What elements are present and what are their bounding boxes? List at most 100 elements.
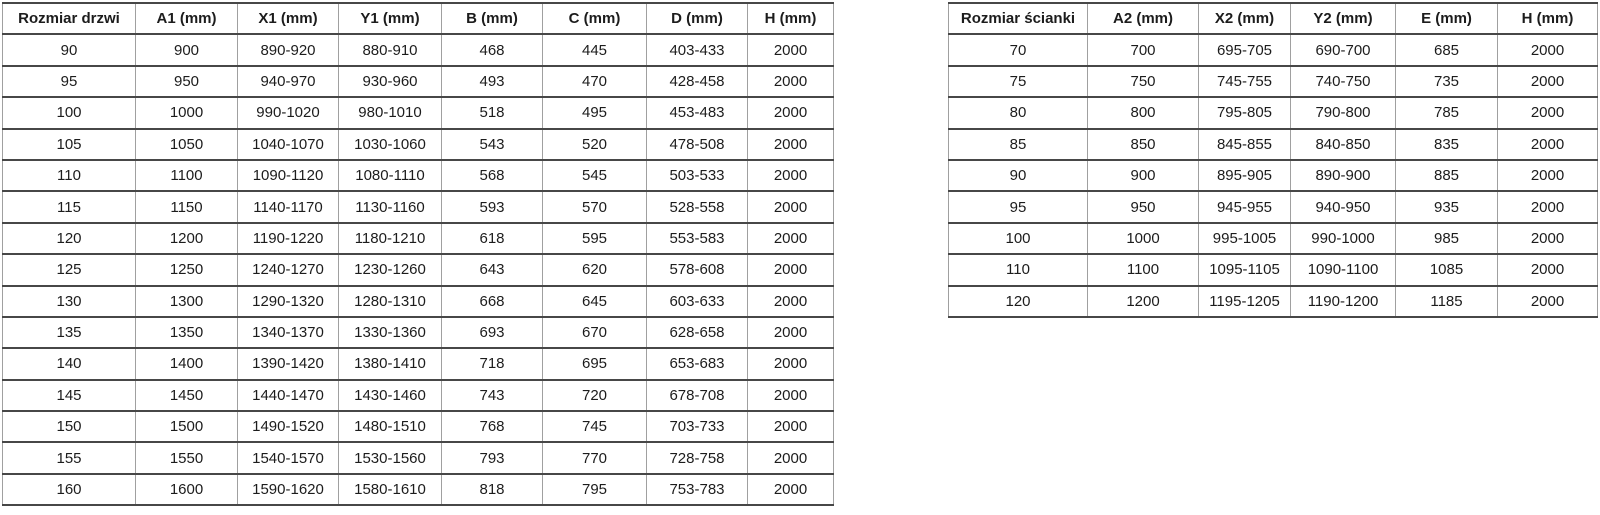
table-cell: 1390-1420 bbox=[237, 347, 339, 381]
table-cell: 2000 bbox=[747, 378, 834, 413]
column-header: C (mm) bbox=[542, 1, 647, 36]
table-cell: 768 bbox=[441, 410, 543, 444]
table-cell: 603-633 bbox=[646, 284, 748, 318]
table-cell: 1330-1360 bbox=[338, 315, 442, 350]
table-cell: 110 bbox=[948, 253, 1088, 287]
table-cell: 835 bbox=[1395, 127, 1498, 161]
table-cell: 2000 bbox=[1497, 127, 1598, 161]
table-cell: 553-583 bbox=[646, 221, 748, 256]
table-cell: 145 bbox=[2, 378, 136, 413]
table-cell: 470 bbox=[542, 64, 647, 99]
table-cell: 1090-1100 bbox=[1290, 253, 1396, 287]
table-cell: 120 bbox=[2, 221, 136, 256]
table-row: 75 750 745-755 740-750 735 2000 bbox=[948, 64, 1598, 99]
table-cell: 1100 bbox=[1087, 253, 1199, 287]
table-cell: 1590-1620 bbox=[237, 472, 339, 507]
column-header: Y1 (mm) bbox=[338, 1, 442, 36]
table-cell: 950 bbox=[1087, 190, 1199, 224]
table-cell: 403-433 bbox=[646, 33, 748, 67]
table-cell: 643 bbox=[441, 253, 543, 287]
table-cell: 653-683 bbox=[646, 347, 748, 381]
table-cell: 2000 bbox=[747, 221, 834, 256]
table-cell: 1530-1560 bbox=[338, 441, 442, 475]
table-cell: 695 bbox=[542, 347, 647, 381]
table-cell: 1240-1270 bbox=[237, 253, 339, 287]
table-cell: 428-458 bbox=[646, 64, 748, 99]
table-cell: 2000 bbox=[1497, 64, 1598, 99]
table-cell: 740-750 bbox=[1290, 64, 1396, 99]
table-cell: 1000 bbox=[1087, 221, 1199, 256]
table-cell: 155 bbox=[2, 441, 136, 475]
table-cell: 95 bbox=[2, 64, 136, 99]
table-cell: 895-905 bbox=[1198, 158, 1291, 193]
column-header: A1 (mm) bbox=[135, 1, 238, 36]
table-cell: 793 bbox=[441, 441, 543, 475]
table-cell: 2000 bbox=[747, 472, 834, 507]
table-cell: 520 bbox=[542, 127, 647, 161]
table-cell: 95 bbox=[948, 190, 1088, 224]
table-cell: 1430-1460 bbox=[338, 378, 442, 413]
column-header: D (mm) bbox=[646, 1, 748, 36]
table-cell: 2000 bbox=[747, 284, 834, 318]
table-cell: 100 bbox=[948, 221, 1088, 256]
column-header: X2 (mm) bbox=[1198, 1, 1291, 36]
table-cell: 1340-1370 bbox=[237, 315, 339, 350]
table-cell: 1580-1610 bbox=[338, 472, 442, 507]
table-cell: 1130-1160 bbox=[338, 190, 442, 224]
table-cell: 130 bbox=[2, 284, 136, 318]
table-cell: 950 bbox=[135, 64, 238, 99]
table-cell: 795 bbox=[542, 472, 647, 507]
table-cell: 1040-1070 bbox=[237, 127, 339, 161]
table-cell: 695-705 bbox=[1198, 33, 1291, 67]
table-cell: 110 bbox=[2, 158, 136, 193]
table-row: 90 900 895-905 890-900 885 2000 bbox=[948, 158, 1598, 193]
table-cell: 100 bbox=[2, 96, 136, 130]
table-cell: 690-700 bbox=[1290, 33, 1396, 67]
table-row: 130 1300 1290-1320 1280-1310 668 645 603-633 20… bbox=[2, 284, 834, 318]
table-row: 150 1500 1490-1520 1480-1510 768 745 703-733 20… bbox=[2, 410, 834, 444]
table-cell: 1440-1470 bbox=[237, 378, 339, 413]
column-header: Rozmiar ścianki bbox=[948, 1, 1088, 36]
table-row: 160 1600 1590-1620 1580-1610 818 795 753-783 20… bbox=[2, 472, 834, 507]
table-row: 95 950 945-955 940-950 935 2000 bbox=[948, 190, 1598, 224]
table-cell: 980-1010 bbox=[338, 96, 442, 130]
table-cell: 800 bbox=[1087, 96, 1199, 130]
table-cell: 2000 bbox=[747, 33, 834, 67]
table-row: 100 1000 990-1020 980-1010 518 495 453-483 2000 bbox=[2, 96, 834, 130]
table-row: 105 1050 1040-1070 1030-1060 543 520 478-508 20… bbox=[2, 127, 834, 161]
table-cell: 693 bbox=[441, 315, 543, 350]
table-cell: 985 bbox=[1395, 221, 1498, 256]
table-cell: 1100 bbox=[135, 158, 238, 193]
table-cell: 770 bbox=[542, 441, 647, 475]
table-cell: 840-850 bbox=[1290, 127, 1396, 161]
table-cell: 115 bbox=[2, 190, 136, 224]
wall-table-header: Rozmiar ścianki A2 (mm) X2 (mm) Y2 (mm) E (m… bbox=[948, 1, 1598, 36]
table-cell: 990-1000 bbox=[1290, 221, 1396, 256]
table-row: 120 1200 1190-1220 1180-1210 618 595 553-583 20… bbox=[2, 221, 834, 256]
table-cell: 578-608 bbox=[646, 253, 748, 287]
table-cell: 85 bbox=[948, 127, 1088, 161]
table-row: 115 1150 1140-1170 1130-1160 593 570 528-558 20… bbox=[2, 190, 834, 224]
table-cell: 1300 bbox=[135, 284, 238, 318]
table-cell: 628-658 bbox=[646, 315, 748, 350]
table-row: 120 1200 1195-1205 1190-1200 1185 2000 bbox=[948, 284, 1598, 318]
table-cell: 495 bbox=[542, 96, 647, 130]
table-cell: 75 bbox=[948, 64, 1088, 99]
table-cell: 2000 bbox=[747, 315, 834, 350]
table-cell: 668 bbox=[441, 284, 543, 318]
table-cell: 670 bbox=[542, 315, 647, 350]
table-cell: 1080-1110 bbox=[338, 158, 442, 193]
column-header: E (mm) bbox=[1395, 1, 1498, 36]
table-cell: 1190-1200 bbox=[1290, 284, 1396, 318]
table-cell: 453-483 bbox=[646, 96, 748, 130]
table-cell: 478-508 bbox=[646, 127, 748, 161]
table-cell: 890-920 bbox=[237, 33, 339, 67]
header-row: Rozmiar drzwi A1 (mm) X1 (mm) Y1 (mm) B (mm)… bbox=[2, 1, 834, 36]
table-cell: 70 bbox=[948, 33, 1088, 67]
table-cell: 743 bbox=[441, 378, 543, 413]
column-header: Y2 (mm) bbox=[1290, 1, 1396, 36]
column-header: H (mm) bbox=[1497, 1, 1598, 36]
column-header: Rozmiar drzwi bbox=[2, 1, 136, 36]
table-row: 145 1450 1440-1470 1430-1460 743 720 678-708 20… bbox=[2, 378, 834, 413]
